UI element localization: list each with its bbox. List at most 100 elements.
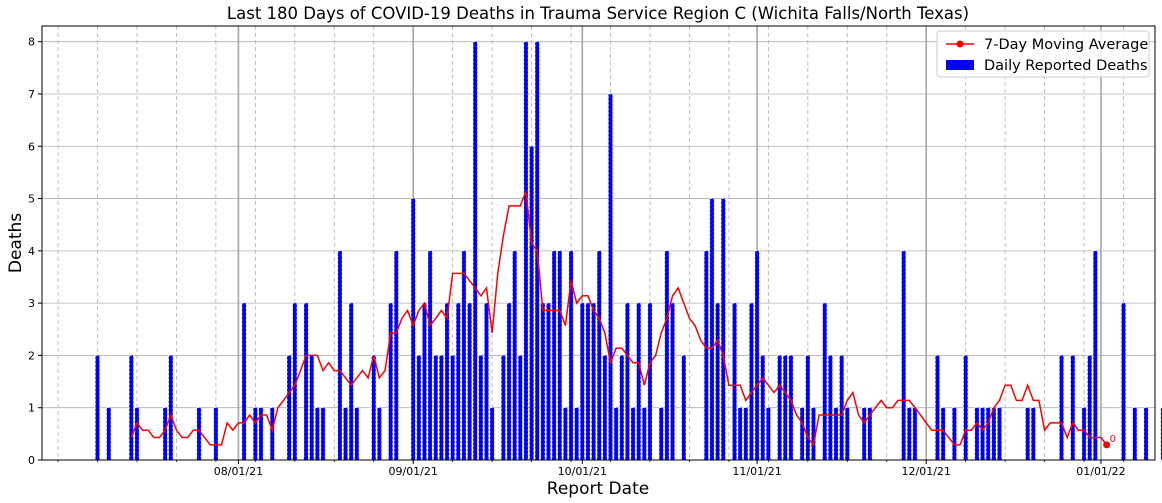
bar-daily-deaths <box>935 355 940 461</box>
bar-daily-deaths <box>286 355 292 461</box>
legend-box <box>936 30 1150 78</box>
bar-daily-deaths <box>737 407 743 461</box>
y-tick-label: 8 <box>28 36 35 49</box>
x-tick-label: 09/01/21 <box>388 465 437 478</box>
bar-daily-deaths <box>664 250 670 461</box>
legend-line-marker <box>956 40 964 48</box>
bar-daily-deaths <box>997 407 1002 461</box>
bar-daily-deaths <box>1143 407 1149 461</box>
bar-daily-deaths <box>703 250 709 461</box>
bar-daily-deaths <box>641 407 647 461</box>
grid-lines <box>42 26 1155 461</box>
bar-daily-deaths <box>512 250 518 461</box>
last-point-annotation: 0 <box>1110 434 1116 445</box>
bars-daily-reported-deaths <box>95 41 1162 461</box>
bar-daily-deaths <box>1081 407 1087 461</box>
y-tick-label: 6 <box>28 140 35 153</box>
bar-daily-deaths <box>749 302 754 461</box>
bar-daily-deaths <box>455 302 461 461</box>
x-axis-label: Report Date <box>547 479 649 499</box>
moving-average-last-marker <box>1103 441 1111 449</box>
bar-daily-deaths <box>760 355 766 461</box>
bar-daily-deaths <box>1025 407 1031 461</box>
bar-daily-deaths <box>602 355 608 461</box>
bar-daily-deaths <box>1092 250 1098 461</box>
y-tick-label: 0 <box>28 454 35 467</box>
bar-daily-deaths <box>670 302 675 461</box>
bar-daily-deaths <box>546 302 551 461</box>
bar-daily-deaths <box>1087 355 1093 461</box>
legend-label-daily-deaths: Daily Reported Deaths <box>984 58 1148 74</box>
bar-daily-deaths <box>681 355 687 461</box>
bar-daily-deaths <box>608 93 613 461</box>
bar-daily-deaths <box>557 250 563 461</box>
bar-daily-deaths <box>613 407 619 461</box>
bar-daily-deaths <box>839 355 845 461</box>
bar-daily-deaths <box>269 407 275 461</box>
bar-daily-deaths <box>630 407 636 461</box>
bar-daily-deaths <box>1030 407 1036 461</box>
bar-daily-deaths <box>991 407 997 461</box>
bar-daily-deaths <box>951 407 957 461</box>
bar-daily-deaths <box>619 355 625 461</box>
x-tick-label: 11/01/21 <box>732 465 781 478</box>
moving-average-line <box>130 190 1108 447</box>
bar-daily-deaths <box>106 407 112 461</box>
bar-daily-deaths <box>134 407 140 461</box>
bar-daily-deaths <box>438 355 444 461</box>
y-tick-label: 5 <box>28 193 35 206</box>
legend-bar-swatch <box>946 60 974 70</box>
bar-daily-deaths <box>376 407 382 461</box>
bar-daily-deaths <box>743 407 749 461</box>
y-tick-label: 7 <box>28 88 35 101</box>
bar-daily-deaths <box>241 302 247 461</box>
bar-daily-deaths <box>416 355 422 461</box>
bar-daily-deaths <box>478 355 484 461</box>
bar-daily-deaths <box>506 302 512 461</box>
bar-daily-deaths <box>467 302 472 461</box>
bar-daily-deaths <box>472 41 478 461</box>
bar-daily-deaths <box>782 355 788 461</box>
bar-daily-deaths <box>788 355 794 461</box>
bar-daily-deaths <box>489 407 495 461</box>
bar-daily-deaths <box>974 407 980 461</box>
bar-daily-deaths <box>799 407 805 461</box>
legend-label-moving-average: 7-Day Moving Average <box>984 37 1148 53</box>
bar-daily-deaths <box>805 355 811 461</box>
bar-daily-deaths <box>754 250 760 461</box>
bar-daily-deaths <box>963 355 969 461</box>
bar-daily-deaths <box>906 407 912 461</box>
bar-daily-deaths <box>765 407 771 461</box>
bar-daily-deaths <box>980 407 985 461</box>
bar-daily-deaths <box>912 407 918 461</box>
bar-daily-deaths <box>867 407 873 461</box>
y-axis-label: Deaths <box>6 213 26 273</box>
chart-title: Last 180 Days of COVID-19 Deaths in Trau… <box>227 4 969 23</box>
bar-daily-deaths <box>709 198 715 461</box>
bar-daily-deaths <box>596 250 602 461</box>
bar-daily-deaths <box>551 250 557 461</box>
bar-daily-deaths <box>337 250 343 461</box>
bar-daily-deaths <box>833 407 839 461</box>
bar-daily-deaths <box>388 302 394 461</box>
bar-daily-deaths <box>822 302 828 461</box>
bar-daily-deaths <box>213 407 219 461</box>
bar-daily-deaths <box>985 407 991 461</box>
bar-daily-deaths <box>1160 407 1162 461</box>
bar-daily-deaths <box>1070 355 1076 461</box>
bar-daily-deaths <box>591 302 596 461</box>
bar-daily-deaths <box>95 355 100 461</box>
bar-daily-deaths <box>371 355 377 461</box>
bar-daily-deaths <box>196 407 202 461</box>
bar-daily-deaths <box>162 407 168 461</box>
bar-daily-deaths <box>444 302 450 461</box>
axes: 0 1 2 3 4 5 6 7 8 08/01/21 09/01/21 10/01/21 11/01/2… <box>28 36 1126 478</box>
bar-daily-deaths <box>861 407 867 461</box>
legend: 7-Day Moving Average Daily Reported Deat… <box>936 30 1150 78</box>
bar-daily-deaths <box>252 407 258 461</box>
bar-daily-deaths <box>320 407 326 461</box>
bar-daily-deaths <box>844 407 850 461</box>
bar-daily-deaths <box>568 250 574 461</box>
bar-daily-deaths <box>523 41 529 461</box>
